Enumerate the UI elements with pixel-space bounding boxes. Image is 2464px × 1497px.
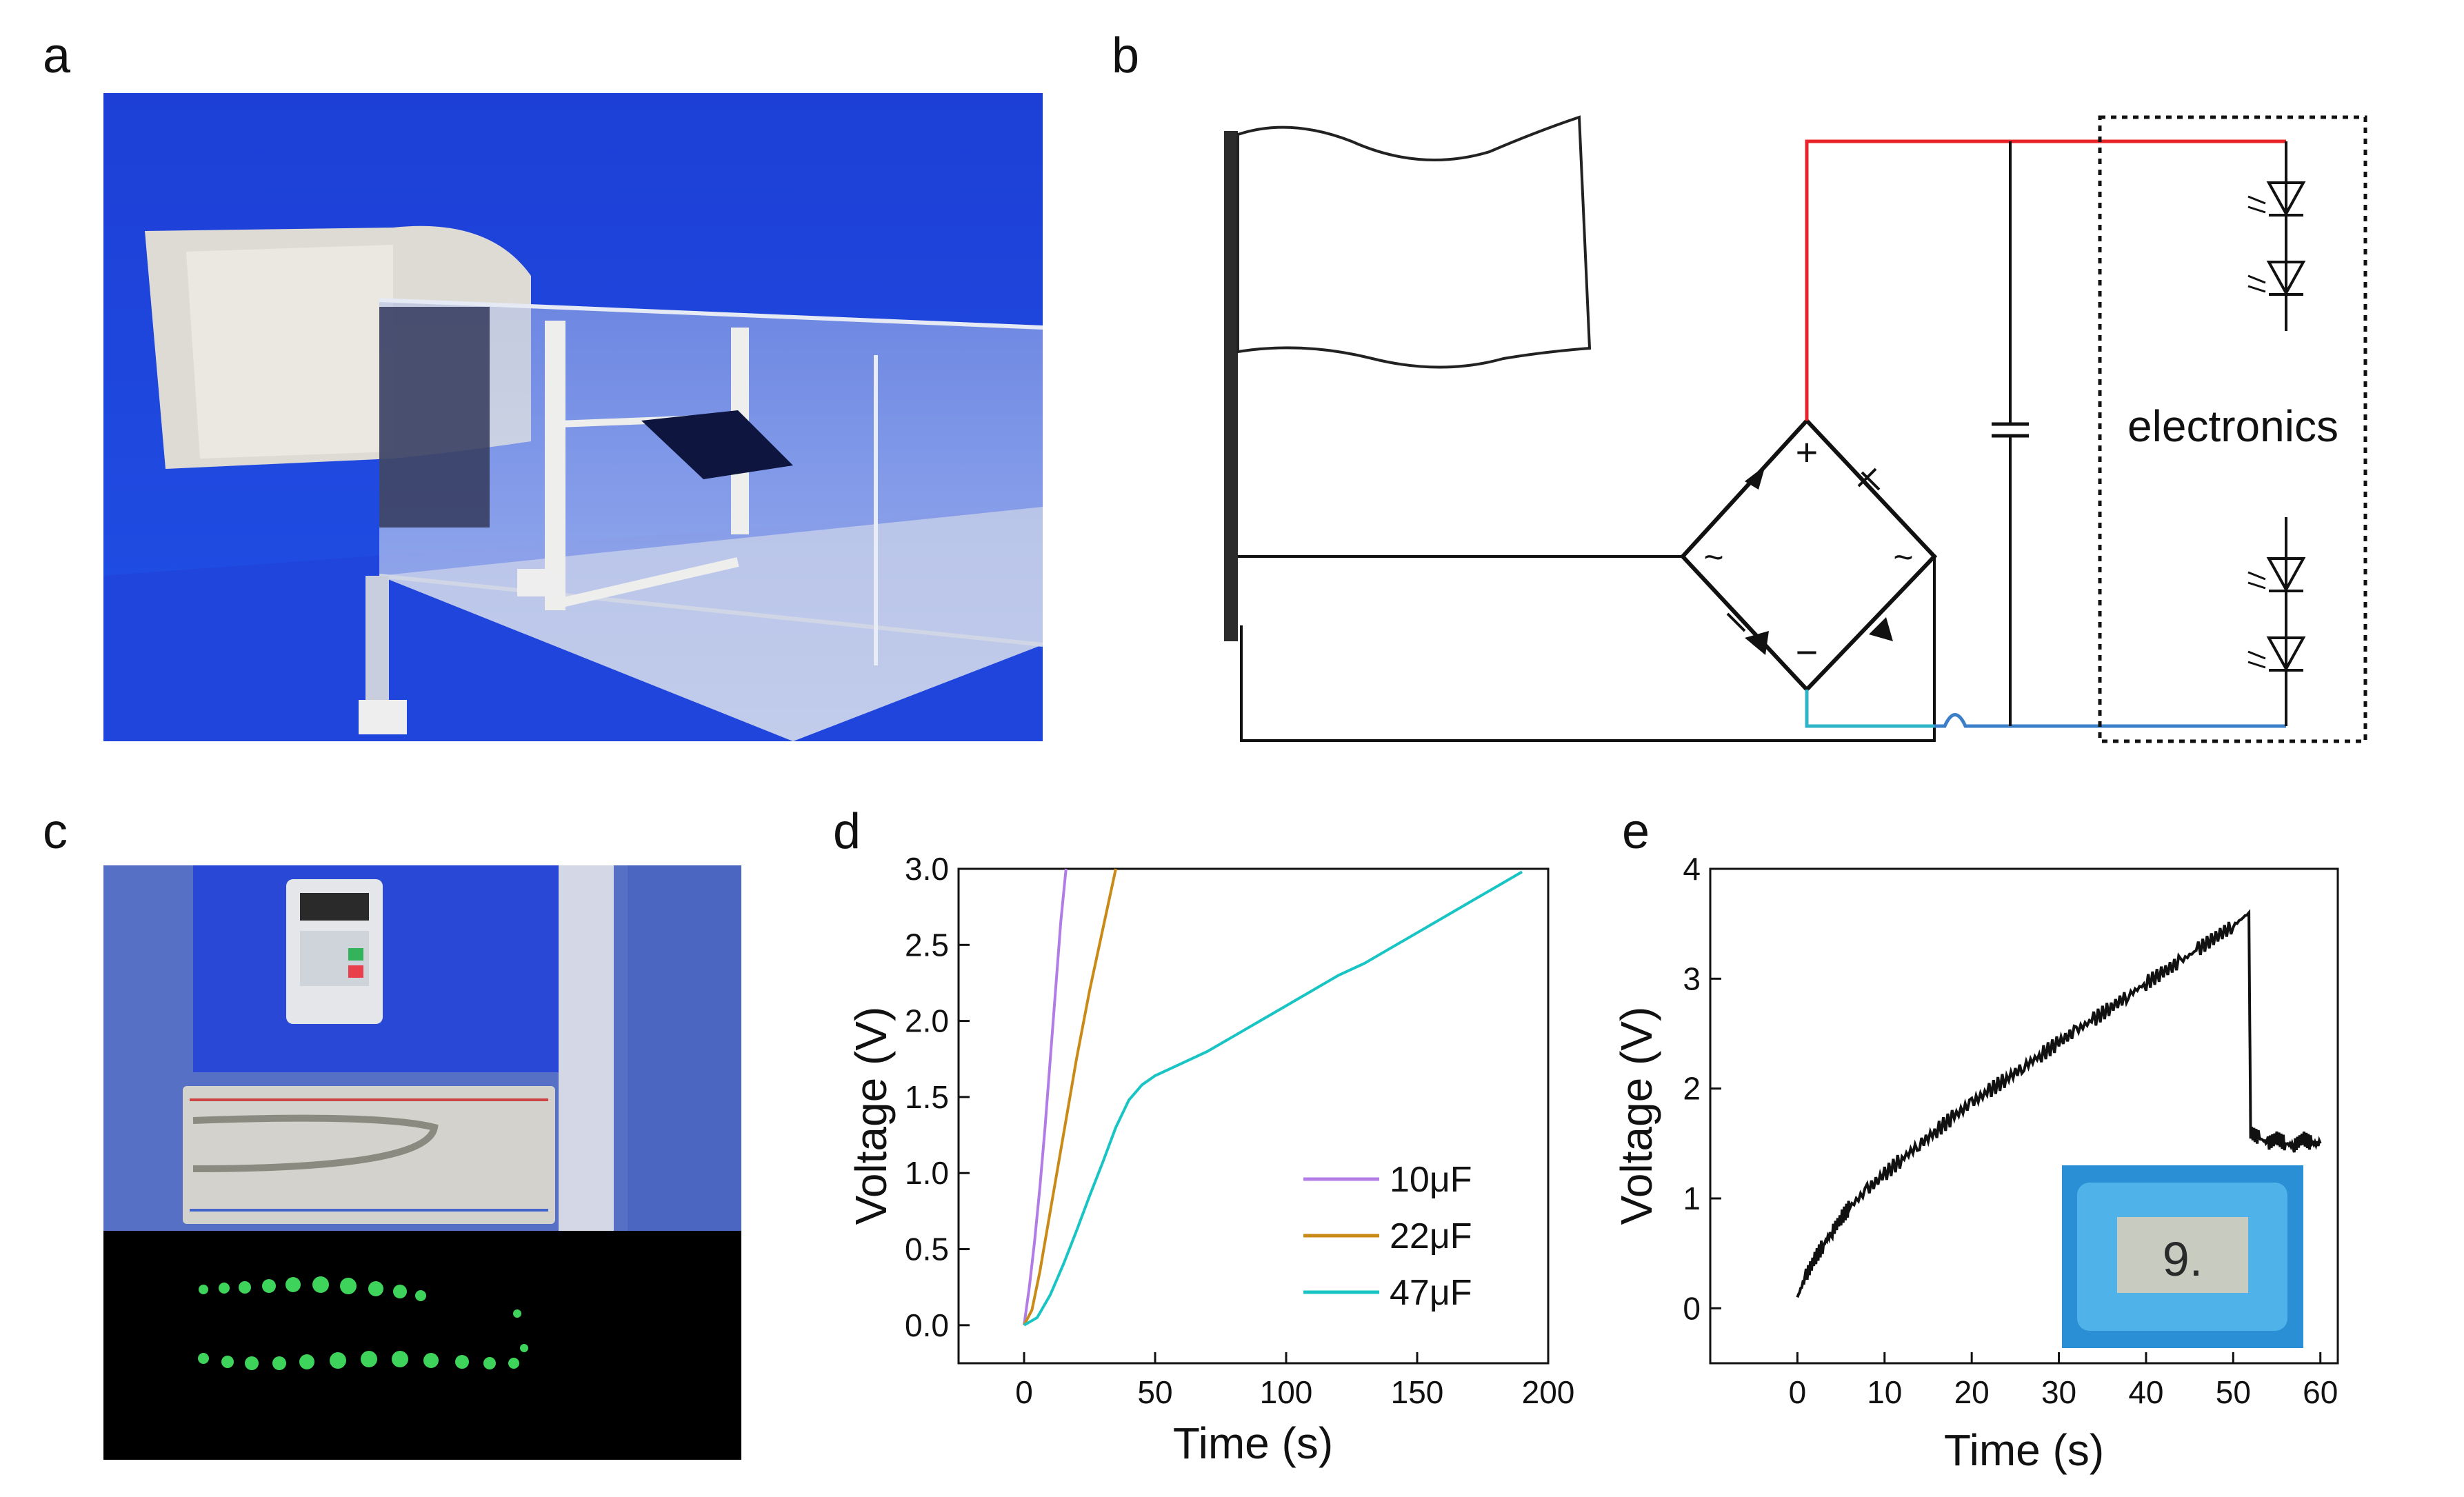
x-tick-label: 50 — [2216, 1374, 2251, 1410]
x-tick-label: 150 — [1391, 1374, 1444, 1410]
chart-d: 0 50 100 150 200 0.0 0.5 1.0 1.5 2.0 2.5 3.0 Time (… — [821, 827, 1621, 1494]
thermometer-inset-photo: 9. — [2062, 1165, 2303, 1348]
x-tick-label: 10 — [1867, 1374, 1902, 1410]
electronics-label: electronics — [2127, 401, 2338, 451]
x-tick-label: 0 — [1789, 1374, 1807, 1410]
bridge-ac-left: ~ — [1703, 538, 1723, 576]
chart-d-ylabel: Voltage (V) — [846, 1007, 896, 1225]
panel-label-d: d — [833, 804, 861, 859]
svg-text:9.: 9. — [2163, 1232, 2203, 1286]
y-tick-label: 4 — [1683, 851, 1701, 887]
panel-label-e: e — [1622, 804, 1650, 859]
y-tick-label: 0.5 — [905, 1232, 949, 1267]
chart-d-frame — [957, 867, 1550, 1365]
flag-pole — [1224, 131, 1238, 641]
chart-e-frame — [1709, 867, 2339, 1365]
x-tick-label: 20 — [1954, 1374, 1990, 1410]
bridge-plus: + — [1796, 430, 1819, 474]
flag-shape — [1236, 115, 1592, 369]
y-tick-label: 1.5 — [905, 1079, 949, 1115]
y-tick-label: 3 — [1683, 961, 1701, 996]
y-tick-label: 2.5 — [905, 927, 949, 963]
x-tick-label: 60 — [2303, 1374, 2338, 1410]
y-tick-label: 2.0 — [905, 1003, 949, 1039]
y-tick-label: 3.0 — [905, 851, 949, 887]
chart-e-xlabel: Time (s) — [1944, 1425, 2104, 1475]
electronics-box — [2098, 115, 2367, 743]
positive-wire — [1805, 139, 2286, 421]
photo-wind-tunnel — [103, 93, 1043, 741]
y-tick-label: 1.0 — [905, 1155, 949, 1191]
y-tick-label: 0 — [1683, 1290, 1701, 1326]
x-tick-label: 200 — [1522, 1374, 1575, 1410]
photo-led-demo — [103, 865, 741, 1460]
panel-label-c: c — [43, 804, 68, 859]
x-tick-label: 0 — [1015, 1374, 1033, 1410]
panel-label-b: b — [1112, 28, 1140, 83]
series-line-47μF — [1023, 870, 1523, 1327]
x-tick-label: 30 — [2041, 1374, 2076, 1410]
negative-wire — [1805, 690, 1934, 728]
series-line-voltage — [1796, 909, 2322, 1298]
chart-d-xlabel: Time (s) — [1173, 1418, 1333, 1468]
y-tick-label: 2 — [1683, 1071, 1701, 1107]
bridge-ac-right: ~ — [1893, 538, 1913, 576]
circuit-diagram: + − ~ ~ electronics — [1214, 103, 2372, 752]
y-tick-label: 0.0 — [905, 1307, 949, 1343]
x-tick-label: 50 — [1137, 1374, 1172, 1410]
chart-e: 0 10 20 30 40 50 60 0 1 2 3 4 Time (s) Voltage (V) … — [1612, 827, 2464, 1494]
chart-e-ylabel: Voltage (V) — [1614, 1007, 1661, 1225]
x-tick-label: 40 — [2128, 1374, 2163, 1410]
bridge-minus: − — [1796, 630, 1819, 674]
legend-label: 47μF — [1390, 1273, 1472, 1313]
y-tick-label: 1 — [1683, 1180, 1701, 1216]
legend-label: 22μF — [1390, 1216, 1472, 1256]
x-tick-label: 100 — [1260, 1374, 1313, 1410]
legend-label: 10μF — [1390, 1160, 1472, 1200]
series-line-22μF — [1023, 868, 1117, 1326]
series-line-10μF — [1023, 868, 1068, 1326]
panel-label-a: a — [43, 28, 71, 83]
